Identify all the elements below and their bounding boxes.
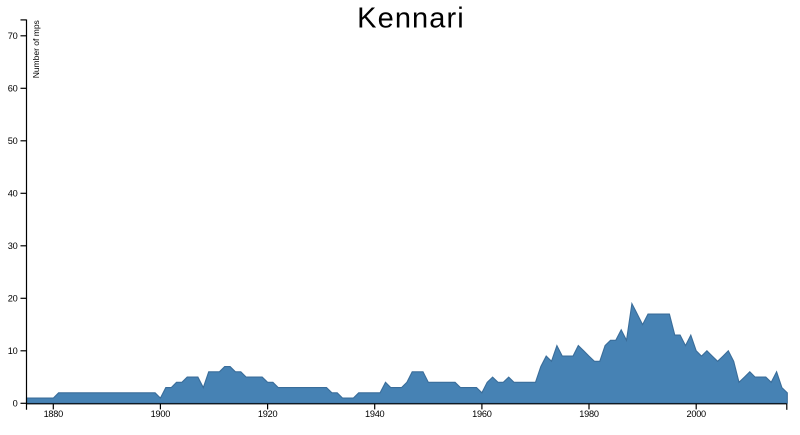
svg-text:10: 10	[8, 346, 18, 356]
svg-text:70: 70	[8, 31, 18, 41]
svg-text:1900: 1900	[151, 409, 171, 419]
svg-text:1980: 1980	[579, 409, 599, 419]
svg-text:0: 0	[13, 399, 18, 409]
svg-text:30: 30	[8, 241, 18, 251]
svg-text:2000: 2000	[686, 409, 706, 419]
svg-text:50: 50	[8, 136, 18, 146]
svg-text:1920: 1920	[258, 409, 278, 419]
svg-text:40: 40	[8, 189, 18, 199]
svg-text:20: 20	[8, 294, 18, 304]
svg-text:1880: 1880	[44, 409, 64, 419]
svg-text:1940: 1940	[365, 409, 385, 419]
svg-text:60: 60	[8, 84, 18, 94]
svg-text:Kennari: Kennari	[357, 3, 465, 35]
svg-text:Number of mps: Number of mps	[31, 20, 41, 78]
svg-text:1960: 1960	[472, 409, 492, 419]
